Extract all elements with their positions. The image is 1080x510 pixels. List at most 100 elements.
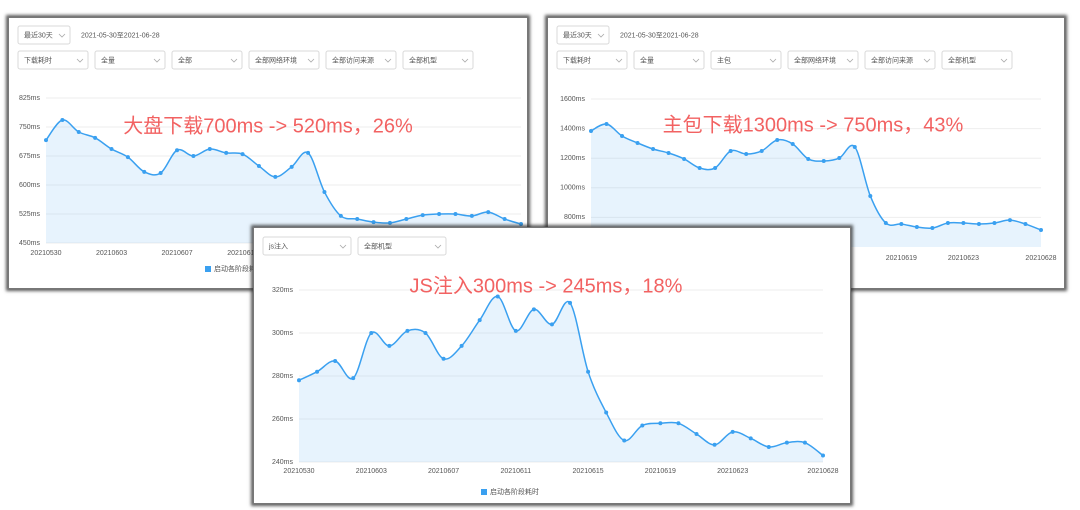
point [961,221,966,226]
point [766,444,771,449]
point [728,148,733,153]
point [477,318,482,323]
point [784,440,789,445]
dropdown-arrow [153,58,161,63]
dropdown-arrow [769,58,777,63]
dropdown-arrow [76,58,84,63]
point [586,369,591,374]
point [622,438,627,443]
chart: js注入 全部机型 320ms 300ms 280ms 260ms 240ms 2021053… [262,236,839,496]
annotation: 主包下载1300ms -> 750ms，43% [663,113,964,136]
dropdown[interactable] [248,50,320,70]
dropdown-arrow [1000,58,1008,63]
dropdown-arrow [692,58,700,63]
date-range: 2021-05-30至2021-06-28 [81,31,160,39]
date-range: 2021-05-30至2021-06-28 [620,31,699,39]
y-tick-label: 320ms [272,287,294,294]
x-tick-label: 20210628 [807,468,838,475]
x-tick-label: 20210628 [1025,255,1056,262]
point [697,165,702,170]
point [519,222,523,227]
y-tick-label: 450ms [19,240,41,247]
y-tick-label: 675ms [19,153,41,160]
point [459,343,464,348]
dropdown-arrow [597,33,605,38]
dropdown[interactable] [262,236,352,256]
x-tick-label: 20210619 [886,255,917,262]
dropdown[interactable] [171,50,243,70]
point [256,164,261,169]
dropdown[interactable] [864,50,936,70]
dropdown[interactable] [402,50,474,70]
point [289,164,294,169]
dropdown[interactable] [17,25,71,45]
point [549,322,554,327]
dropdown-label: 全部访问来源 [332,55,374,64]
point [589,128,593,133]
dropdown-label: 全部网络环境 [794,55,836,64]
point [495,294,500,299]
y-tick-label: 825ms [19,95,41,102]
dropdown[interactable] [787,50,859,70]
point [469,213,474,218]
dropdown-arrow [384,58,392,63]
dropdown-label: 全部机型 [364,241,392,250]
point [93,135,98,140]
point [992,221,997,226]
point [821,453,825,458]
dropdown[interactable] [556,25,610,45]
point [369,331,374,335]
dropdown[interactable] [633,50,705,70]
area [591,123,1041,247]
point [371,220,376,225]
point [76,130,81,135]
y-tick-label: 1000ms [560,185,585,192]
point [109,147,114,152]
point [775,137,780,142]
point [712,442,717,447]
dropdown-arrow [58,33,66,38]
point [1039,227,1043,232]
point [486,210,491,215]
dropdown[interactable] [325,50,397,70]
dropdown-arrow [230,58,238,63]
point [453,212,458,216]
dropdown-label: 全部机型 [409,55,437,64]
point [666,151,671,156]
point [338,213,343,218]
dropdown-label: 最近30天 [563,30,592,39]
dropdown[interactable] [556,50,628,70]
point [405,328,410,333]
point [945,221,950,226]
dropdown-arrow [339,244,347,249]
dropdown-label: 全部网络环境 [255,55,297,64]
legend-swatch [205,266,211,272]
annotation: JS注入300ms -> 245ms，18% [410,274,683,297]
point [513,328,518,333]
point [224,150,229,155]
point [175,148,180,153]
point [60,118,65,123]
dropdown[interactable] [941,50,1013,70]
point [387,343,392,348]
point [837,156,842,161]
x-tick-label: 20210611 [501,468,532,475]
dropdown[interactable] [357,236,447,256]
chart: 最近30天 2021-05-30至2021-06-28 下载耗时 全量 主包 全部网络环境… [556,25,1057,262]
point [191,154,196,158]
point [868,193,873,198]
point [713,165,718,170]
point [604,410,609,415]
dropdown[interactable] [17,50,89,70]
y-tick-label: 300ms [272,330,294,337]
point [759,148,764,153]
legend-label: 启动各阶段耗时 [214,264,263,273]
dropdown[interactable] [94,50,166,70]
dropdown-label: 全部访问来源 [871,55,913,64]
dropdown-arrow [615,58,623,63]
point [821,159,826,164]
x-tick-label: 20210615 [573,468,604,475]
x-tick-label: 20210603 [356,468,387,475]
dropdown[interactable] [710,50,782,70]
